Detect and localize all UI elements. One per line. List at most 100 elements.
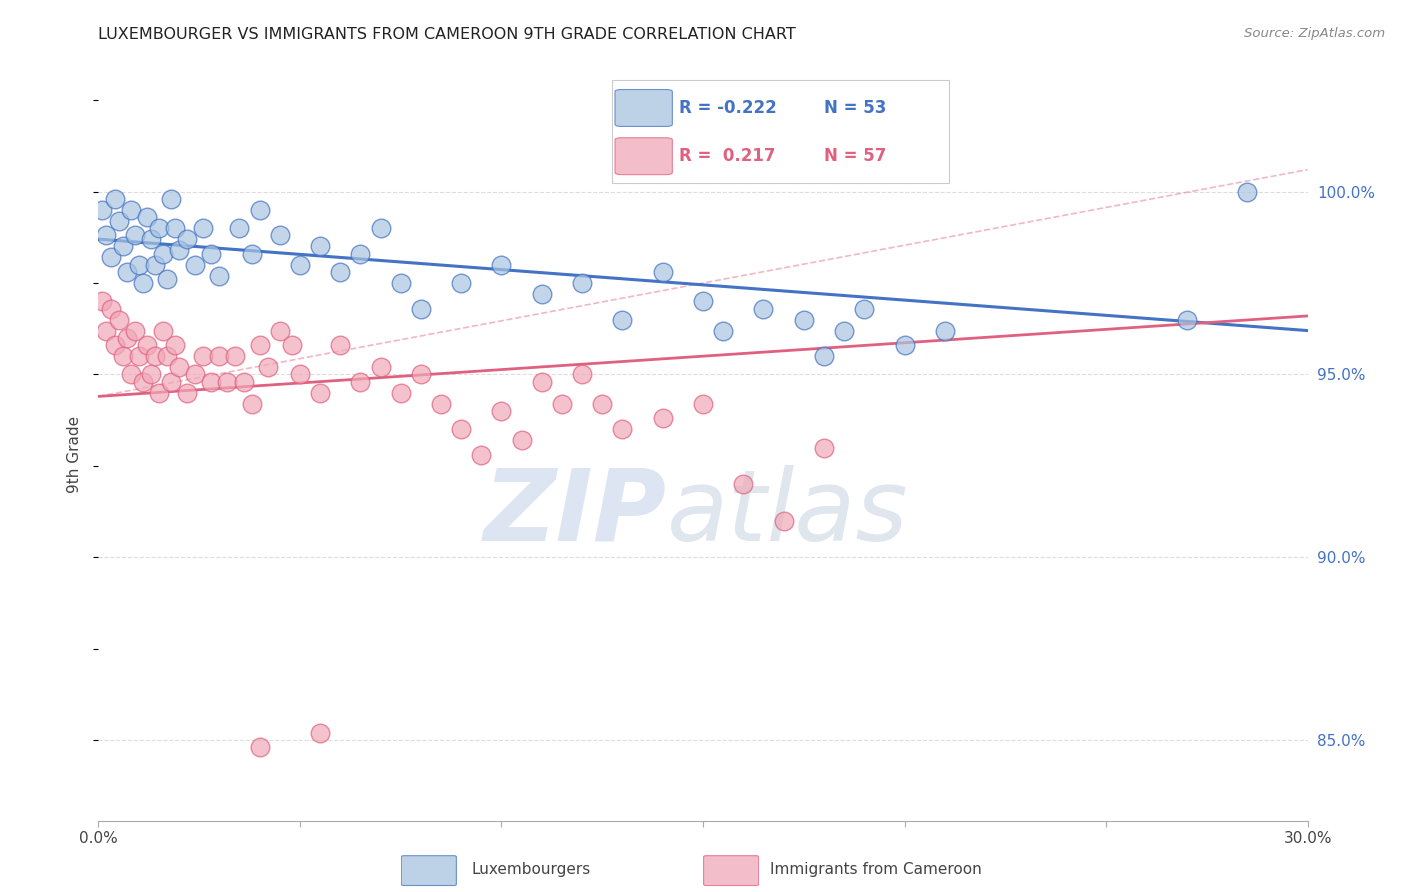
Point [832, 324, 855, 338]
Point [491, 404, 513, 418]
Point [156, 349, 179, 363]
Point [135, 338, 157, 352]
Point [128, 258, 150, 272]
Text: R =  0.217: R = 0.217 [679, 147, 776, 165]
Text: ZIP: ZIP [484, 465, 666, 562]
Point [893, 338, 915, 352]
Point [612, 312, 634, 326]
Point [530, 287, 553, 301]
Point [148, 221, 170, 235]
Text: LUXEMBOURGER VS IMMIGRANTS FROM CAMEROON 9TH GRADE CORRELATION CHART: LUXEMBOURGER VS IMMIGRANTS FROM CAMEROON… [98, 27, 796, 42]
Point [217, 375, 239, 389]
Text: atlas: atlas [666, 465, 908, 562]
Point [163, 338, 186, 352]
Point [1175, 312, 1198, 326]
Point [115, 331, 138, 345]
Point [309, 385, 332, 400]
Point [409, 368, 432, 382]
Text: N = 57: N = 57 [824, 147, 887, 165]
Point [733, 477, 755, 491]
Point [103, 338, 125, 352]
Point [256, 360, 278, 375]
Point [139, 232, 162, 246]
Point [228, 221, 250, 235]
Point [389, 276, 412, 290]
Point [160, 192, 183, 206]
Point [115, 265, 138, 279]
Point [793, 312, 815, 326]
Point [176, 232, 198, 246]
Point [103, 192, 125, 206]
Point [120, 202, 142, 217]
Point [370, 221, 392, 235]
Point [184, 258, 207, 272]
Point [184, 368, 207, 382]
Point [240, 246, 263, 260]
Point [370, 360, 392, 375]
Point [612, 422, 634, 436]
Point [100, 251, 122, 265]
Point [349, 246, 371, 260]
Point [772, 514, 794, 528]
Point [160, 375, 183, 389]
Point [409, 301, 432, 316]
Point [132, 375, 155, 389]
Point [193, 349, 215, 363]
Y-axis label: 9th Grade: 9th Grade [67, 417, 83, 493]
Point [491, 258, 513, 272]
Point [249, 202, 271, 217]
Point [692, 397, 714, 411]
Point [156, 272, 179, 286]
Point [329, 338, 352, 352]
FancyBboxPatch shape [401, 855, 457, 886]
Point [200, 375, 222, 389]
Point [450, 276, 472, 290]
Point [389, 385, 412, 400]
Point [288, 258, 311, 272]
Point [148, 385, 170, 400]
Point [143, 349, 166, 363]
Point [269, 228, 291, 243]
Point [349, 375, 371, 389]
FancyBboxPatch shape [614, 137, 672, 175]
Point [163, 221, 186, 235]
Point [100, 301, 122, 316]
Point [91, 294, 114, 309]
Text: Source: ZipAtlas.com: Source: ZipAtlas.com [1244, 27, 1385, 40]
Point [510, 434, 533, 448]
Point [193, 221, 215, 235]
Point [692, 294, 714, 309]
Point [813, 349, 835, 363]
Point [430, 397, 453, 411]
Point [167, 243, 190, 257]
Point [208, 268, 231, 283]
Point [107, 214, 129, 228]
Point [120, 368, 142, 382]
Point [232, 375, 254, 389]
Point [224, 349, 246, 363]
Point [309, 726, 332, 740]
Point [651, 411, 673, 425]
Point [329, 265, 352, 279]
FancyBboxPatch shape [614, 89, 672, 127]
Point [281, 338, 304, 352]
Point [96, 324, 118, 338]
Point [132, 276, 155, 290]
Point [111, 239, 134, 253]
Point [111, 349, 134, 363]
Point [249, 338, 271, 352]
Point [249, 740, 271, 755]
Point [124, 228, 146, 243]
Point [167, 360, 190, 375]
Point [200, 246, 222, 260]
Point [309, 239, 332, 253]
Point [91, 202, 114, 217]
Point [107, 312, 129, 326]
Text: R = -0.222: R = -0.222 [679, 99, 778, 117]
Point [288, 368, 311, 382]
Point [853, 301, 876, 316]
Point [591, 397, 613, 411]
Point [752, 301, 775, 316]
Point [651, 265, 673, 279]
Point [152, 324, 174, 338]
